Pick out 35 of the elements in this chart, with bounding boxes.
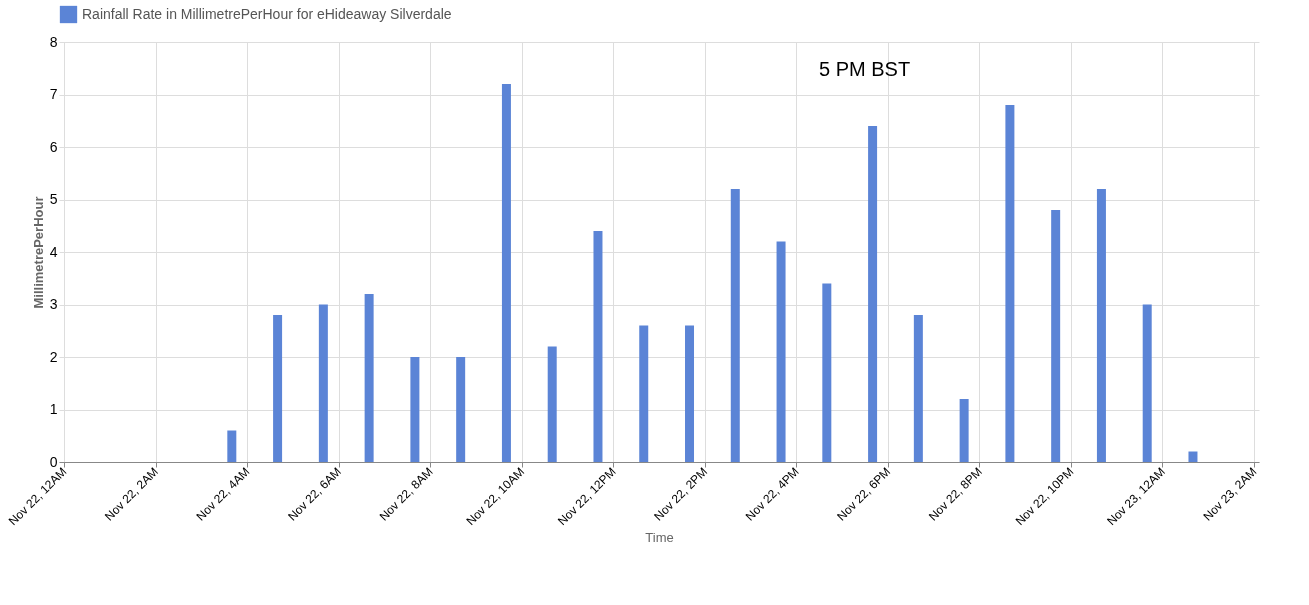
bar <box>913 315 923 462</box>
bar <box>685 325 695 462</box>
bar <box>730 189 740 462</box>
bar <box>364 294 374 462</box>
bar <box>593 231 603 462</box>
y-tick-label: 5 <box>49 191 58 207</box>
bar <box>1142 304 1152 462</box>
y-tick-label: 6 <box>49 138 58 155</box>
bar <box>547 346 557 462</box>
bar <box>273 315 283 462</box>
legend-label: Rainfall Rate in MillimetrePerHour for eHideaway Silverdale <box>82 5 452 22</box>
bar <box>1051 210 1061 462</box>
bar <box>318 304 328 462</box>
x-axis-title: Time <box>645 529 674 545</box>
bar <box>456 357 466 462</box>
bar <box>822 283 832 462</box>
bar <box>410 357 420 462</box>
bar <box>639 325 649 462</box>
bar <box>776 241 786 462</box>
y-tick-label: 7 <box>49 86 58 102</box>
bar <box>1005 105 1015 462</box>
annotation: 5 PM BST <box>819 58 911 80</box>
y-tick-label: 0 <box>49 453 58 470</box>
y-tick-label: 4 <box>49 243 58 260</box>
y-tick-label: 8 <box>49 33 58 50</box>
y-tick-label: 2 <box>49 348 58 365</box>
bar <box>501 84 511 462</box>
bar <box>1188 451 1198 462</box>
y-axis-title: MillimetrePerHour <box>30 196 46 309</box>
bar <box>959 399 969 462</box>
bar <box>227 430 237 462</box>
bar <box>1096 189 1106 462</box>
y-tick-label: 1 <box>49 401 58 417</box>
y-tick-label: 3 <box>49 296 58 312</box>
bar <box>868 126 878 462</box>
